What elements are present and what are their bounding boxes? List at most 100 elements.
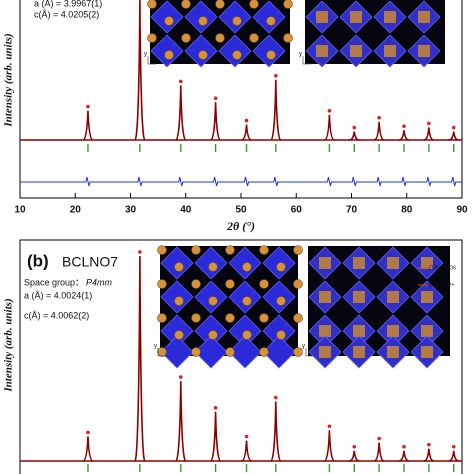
peak	[423, 127, 435, 141]
center-cell	[418, 11, 430, 23]
observed-point	[352, 125, 357, 130]
atom	[225, 347, 235, 357]
observed-point	[274, 395, 278, 400]
atom	[215, 33, 225, 43]
atom	[157, 347, 167, 357]
atom	[293, 347, 303, 357]
atom	[249, 0, 259, 9]
structure-inset: y	[154, 245, 303, 369]
sample-name: BCLNO7	[62, 254, 118, 270]
axis-glyph: y	[144, 52, 147, 58]
atom	[225, 279, 235, 289]
peak	[82, 110, 94, 141]
space-group-label: Space group：	[24, 277, 84, 287]
peak	[448, 450, 459, 462]
peak	[209, 411, 222, 462]
atom	[242, 330, 252, 340]
observed-point	[377, 436, 381, 441]
space-group: P4mm	[86, 277, 113, 287]
lattice-parameter: c(Å) = 4.0205(2)	[34, 9, 99, 19]
x-tick-label: 20	[70, 205, 82, 216]
observed-point	[377, 116, 381, 120]
atom	[225, 245, 235, 255]
center-cell	[319, 257, 331, 269]
structure-inset: y	[144, 0, 293, 68]
peak	[134, 255, 146, 462]
atom	[164, 50, 174, 60]
x-axis-label: 2θ (°)	[226, 219, 255, 233]
peak	[398, 450, 410, 462]
octahedron	[228, 335, 262, 369]
atom	[147, 33, 157, 43]
center-cell	[387, 325, 399, 337]
observed-point	[451, 125, 456, 130]
axis-glyph: y	[154, 344, 157, 350]
x-tick-label: 70	[346, 205, 358, 216]
observed-point	[427, 121, 431, 126]
x-tick-label: 50	[235, 205, 247, 216]
structure-inset: y	[302, 246, 450, 369]
atom	[191, 245, 201, 255]
observed-point	[178, 79, 183, 84]
atom	[283, 33, 293, 43]
observed-point	[327, 424, 332, 429]
observed-point	[86, 104, 90, 109]
peak	[423, 448, 435, 462]
center-cell	[353, 346, 365, 358]
peak	[324, 114, 335, 141]
atom	[208, 262, 218, 272]
peak	[398, 130, 410, 141]
inset-label: Ba2+/Ca2+	[429, 282, 454, 288]
atom	[191, 279, 201, 289]
observed-point	[178, 375, 183, 379]
atom	[259, 279, 269, 289]
center-cell	[387, 291, 399, 303]
observed-point	[213, 96, 218, 100]
center-cell	[316, 11, 328, 23]
atom	[147, 0, 157, 9]
peak	[241, 440, 252, 462]
atom	[242, 262, 252, 272]
observed-point	[451, 444, 456, 449]
x-tick-label: 80	[401, 205, 413, 216]
center-cell	[418, 45, 430, 57]
center-cell	[353, 325, 365, 337]
atom	[157, 313, 167, 323]
observed-point	[86, 430, 90, 435]
plot-frame	[19, 239, 463, 474]
observed-point	[402, 124, 406, 128]
atom	[225, 313, 235, 323]
peak	[241, 124, 252, 141]
observed-point	[352, 444, 357, 449]
observed-point	[402, 444, 406, 449]
peak	[82, 436, 94, 462]
center-cell	[319, 291, 331, 303]
peak	[324, 430, 335, 462]
atom	[293, 245, 303, 255]
peak	[210, 102, 222, 141]
atom	[232, 50, 242, 60]
center-cell	[387, 257, 399, 269]
atom	[174, 262, 184, 272]
peak	[349, 450, 360, 462]
x-tick-label: 30	[125, 205, 137, 216]
center-cell	[421, 257, 433, 269]
peak	[174, 381, 187, 462]
atom	[208, 296, 218, 306]
y-axis-label: Intensity (arb. units)	[3, 298, 15, 392]
atom	[164, 16, 174, 26]
center-cell	[387, 346, 399, 358]
observed-point	[138, 250, 142, 254]
peak	[270, 401, 282, 462]
difference-curve	[20, 176, 462, 187]
x-tick-label: 40	[180, 205, 192, 216]
atom	[276, 296, 286, 306]
peak	[349, 131, 360, 141]
atom	[293, 313, 303, 323]
center-cell	[350, 11, 362, 23]
octahedron	[194, 335, 228, 369]
atom	[293, 279, 303, 289]
atom	[157, 279, 167, 289]
